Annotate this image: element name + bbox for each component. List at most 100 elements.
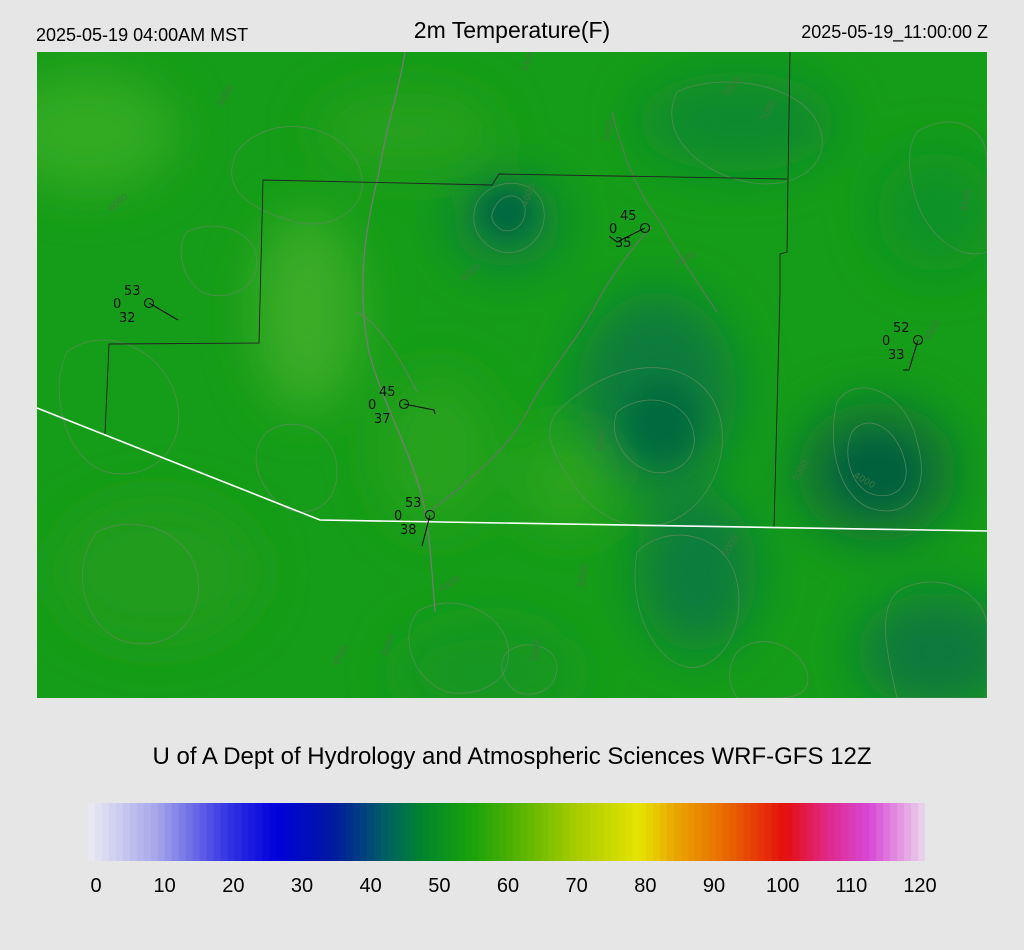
- station-circle: [424, 509, 436, 521]
- colorbar-step: [276, 803, 284, 861]
- colorbar-step: [806, 803, 814, 861]
- colorbar-step: [367, 803, 375, 861]
- colorbar-tick-label: 100: [765, 875, 800, 897]
- station-wind-speed: 0: [609, 222, 617, 237]
- station-temperature: 53: [405, 496, 422, 511]
- colorbar-step: [332, 803, 340, 861]
- colorbar-step: [192, 803, 201, 861]
- contour-label: 5000: [595, 428, 609, 453]
- colorbar-step: [729, 803, 738, 861]
- colorbar-step: [541, 803, 549, 861]
- colorbar-tick-label: 90: [702, 875, 726, 897]
- colorbar-step: [485, 803, 494, 861]
- model-credit: U of A Dept of Hydrology and Atmospheric…: [152, 743, 872, 770]
- station-temperature: 45: [620, 209, 637, 224]
- station-circle: [912, 334, 924, 346]
- colorbar-step: [136, 803, 145, 861]
- colorbar-step: [234, 803, 243, 861]
- colorbar-step: [380, 803, 389, 861]
- colorbar-step: [918, 803, 925, 861]
- colorbar-step: [88, 803, 96, 861]
- colorbar-tick-label: 60: [496, 875, 520, 897]
- colorbar-step: [436, 803, 445, 861]
- colorbar-step: [834, 803, 842, 861]
- colorbar-step: [129, 803, 138, 861]
- colorbar-step: [429, 803, 438, 861]
- colorbar-step: [115, 803, 124, 861]
- colorbar-step: [750, 803, 759, 861]
- colorbar-step: [576, 803, 584, 861]
- colorbar-step: [527, 803, 535, 861]
- colorbar-step: [876, 803, 884, 861]
- contour-label: 4500: [960, 188, 974, 213]
- colorbar-step: [304, 803, 312, 861]
- colorbar-ticks: 0 10 20 30 40 50 60 70 80 90 100 110 120: [0, 875, 1024, 901]
- colorbar-step: [178, 803, 187, 861]
- colorbar-step: [443, 803, 452, 861]
- colorbar-step: [778, 803, 787, 861]
- colorbar-step: [827, 803, 835, 861]
- station-temperature: 53: [124, 284, 141, 299]
- colorbar-step: [694, 803, 703, 861]
- colorbar-step: [122, 803, 131, 861]
- colorbar-step: [457, 803, 466, 861]
- colorbar-step: [394, 803, 403, 861]
- colorbar-step: [869, 803, 877, 861]
- contour-label: 5000: [577, 563, 591, 588]
- state-boundary: [37, 407, 987, 532]
- colorbar-step: [220, 803, 229, 861]
- colorbar-step: [513, 803, 522, 861]
- colorbar-step: [157, 803, 166, 861]
- station-dewpoint: 33: [888, 348, 905, 363]
- colorbar-step: [673, 803, 682, 861]
- colorbar-step: [841, 803, 849, 861]
- colorbar-step: [415, 803, 424, 861]
- colorbar-step: [290, 803, 298, 861]
- colorbar-step: [339, 803, 347, 861]
- colorbar-step: [408, 803, 417, 861]
- colorbar-step: [464, 803, 473, 861]
- colorbar-step: [743, 803, 752, 861]
- local-time-label: 2025-05-19 04:00AM MST: [36, 25, 249, 45]
- colorbar-step: [492, 803, 501, 861]
- colorbar-step: [757, 803, 766, 861]
- colorbar-step: [904, 803, 912, 861]
- colorbar-step: [590, 803, 598, 861]
- colorbar-step: [562, 803, 570, 861]
- colorbar-step: [373, 803, 382, 861]
- colorbar-step: [883, 803, 891, 861]
- colorbar-step: [722, 803, 731, 861]
- colorbar-step: [611, 803, 619, 861]
- colorbar-step: [143, 803, 152, 861]
- wind-barb: [903, 339, 919, 371]
- colorbar-step: [855, 803, 863, 861]
- colorbar-step: [206, 803, 215, 861]
- station-dewpoint: 38: [400, 523, 417, 538]
- colorbar-tick-label: 10: [153, 875, 176, 897]
- station-wind-speed: 0: [882, 334, 890, 349]
- colorbar-step: [297, 803, 305, 861]
- colorbar-step: [150, 803, 159, 861]
- colorbar: [88, 803, 925, 861]
- colorbar-step: [862, 803, 870, 861]
- colorbar-step: [632, 803, 640, 861]
- colorbar-step: [499, 803, 508, 861]
- station-temperature: 52: [893, 321, 910, 336]
- station-circle: [143, 297, 155, 309]
- station-temperature: 45: [379, 385, 396, 400]
- colorbar-step: [360, 803, 368, 861]
- colorbar-tick-label: 110: [835, 875, 868, 897]
- station-dewpoint: 37: [374, 412, 391, 427]
- contour-label: 5000: [530, 638, 544, 663]
- colorbar-step: [248, 803, 256, 861]
- colorbar-step: [764, 803, 773, 861]
- colorbar-step: [346, 803, 354, 861]
- wind-barb: [608, 227, 646, 243]
- colorbar-step: [646, 803, 654, 861]
- colorbar-step: [171, 803, 180, 861]
